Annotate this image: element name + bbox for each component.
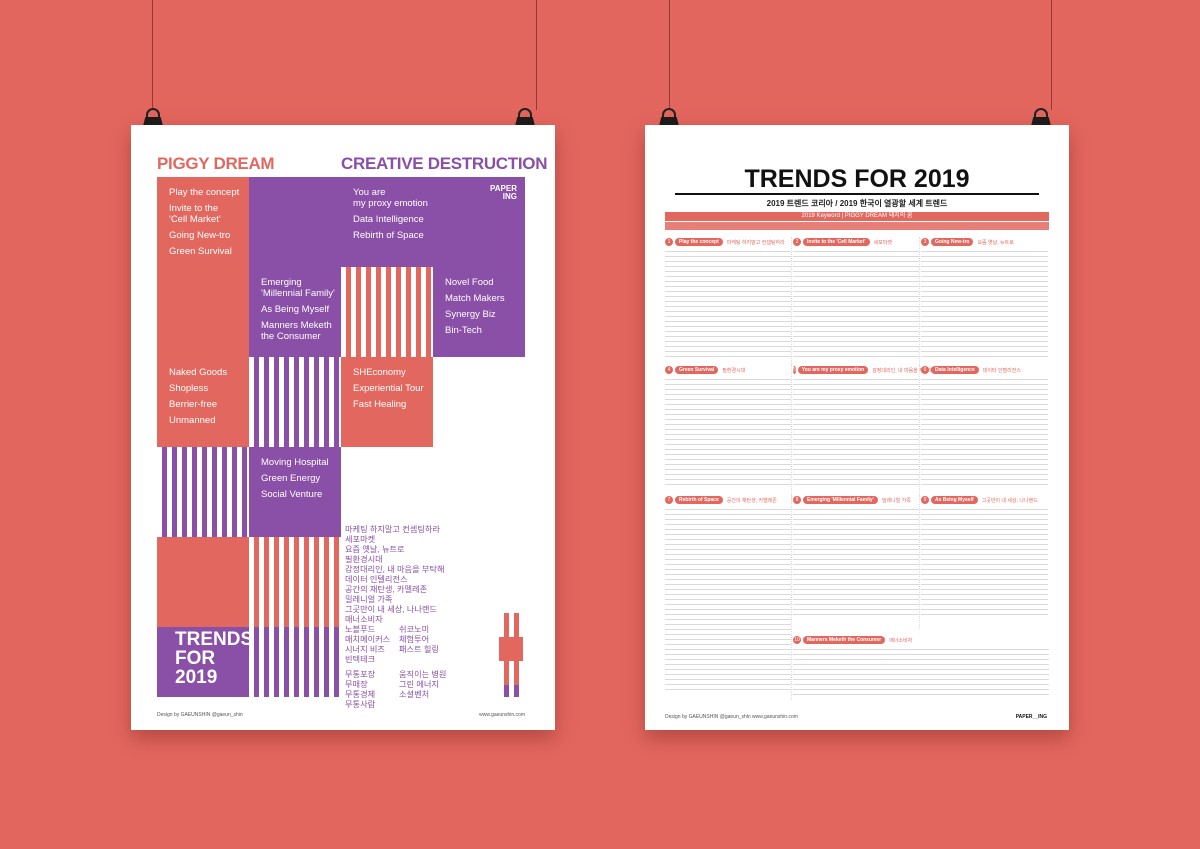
credit: Design by GAEUNSHIN @gaeun_shin www.gaeu… <box>665 714 798 720</box>
korean-list-5: 움직이는 병원 그린 에너지 소셜벤처 <box>399 670 447 699</box>
block-novel-food: Novel Food Match Makers Synergy Biz Bin-Tec… <box>433 267 525 357</box>
block-naked-goods: Naked Goods Shopless Berrier-free Unmanned <box>157 357 249 447</box>
section-3: 3 Going New-tro 요즘 옛날, 뉴트로 <box>921 237 1048 371</box>
block-moving-hospital: Moving Hospital Green Energy Social Ventur… <box>249 447 341 537</box>
section-10: 10 Manners Meketh the Consumer 매너소비자 <box>793 635 1049 705</box>
korean-list-3: 쉬코노미 체험투어 패스트 힐링 <box>399 625 439 654</box>
poster-title-creative-destruction: CREATIVE DESTRUCTION <box>341 154 548 173</box>
section-7: 7 Rebirth of Space 공간의 재탄생, 카멜레존 <box>665 495 792 700</box>
korean-trend-list: 마케팅 하지말고 컨셉팅하라 세포마켓 요즘 옛날, 뉴트로 필환경시대 감정대리인, … <box>345 525 445 624</box>
section-4: 4 Green Survival 필환경시대 <box>665 365 792 499</box>
poster-title-piggy-dream: PIGGY DREAM <box>157 154 275 173</box>
block-piggy-dream-1: Play the concept Invite to the 'Cell Mark… <box>157 177 249 267</box>
section-5: 5 You are my proxy emotion 감정대리인, 내 마음을 부탁… <box>793 365 933 499</box>
right-poster: TRENDS FOR 2019 2019 트렌드 코리아 / 2019 한국이 … <box>645 125 1069 730</box>
section-2: 2 Invite to the 'Cell Market' 세포마켓 <box>793 237 920 371</box>
paperling-logo: PAPER ING <box>490 184 517 201</box>
website: www.gaeunshin.com <box>479 712 525 718</box>
korean-list-2: 노블푸드 매치메이커스 시너지 비즈 빈텍테크 <box>345 625 391 664</box>
trends-for-2019-title: TRENDS FOR 2019 <box>175 629 254 688</box>
section-6: 6 Data Intelligence 데이터 인텔리전스 <box>921 365 1048 499</box>
block-millennial: Emerging 'Millennial Family' As Being Mys… <box>249 267 341 357</box>
poster-subtitle: 2019 트렌드 코리아 / 2019 한국이 열광할 세계 트렌드 <box>766 199 948 208</box>
poster-title: TRENDS FOR 2019 <box>744 165 970 193</box>
block-creative-1: You are my proxy emotion Data Intelligenc… <box>341 177 433 267</box>
korean-list-4: 무통포장 무매장 무통경제 무통사람 <box>345 670 376 709</box>
block-sheconomy: SHEconomy Experiential Tour Fast Healing <box>341 357 433 447</box>
section-1: 1 Play the concept 마케팅 하지말고 컨셉팅하라 <box>665 237 792 371</box>
section-9: 9 As Being Myself 그곳만이 내 세상, 나나랜드 <box>921 495 1048 629</box>
credit: Design by GAEUNSHIN @gaeun_shin <box>157 712 243 718</box>
keyword-bar: 2019 Keyword | PIGGY DREAM 돼지의 꿈 <box>665 212 1049 221</box>
paperling-logo: PAPER__ING <box>1015 714 1047 720</box>
section-8: 8 Emerging 'Millennial Family' 밀레니얼 가족 <box>793 495 920 629</box>
left-poster: PIGGY DREAM CREATIVE DESTRUCTION Play th… <box>131 125 555 730</box>
